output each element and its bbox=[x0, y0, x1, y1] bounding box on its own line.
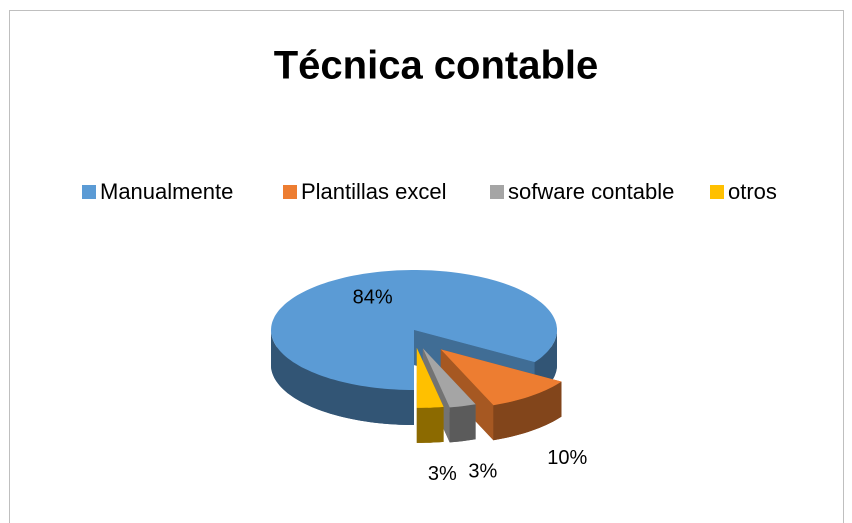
pie-slice bbox=[440, 349, 562, 406]
data-label: 10% bbox=[547, 447, 587, 469]
legend-label: sofware contable bbox=[508, 179, 674, 204]
slice-side bbox=[493, 381, 562, 441]
legend-label: Manualmente bbox=[100, 179, 233, 204]
legend-swatch bbox=[283, 185, 297, 199]
data-label: 3% bbox=[428, 463, 457, 485]
pie-slice bbox=[271, 270, 557, 390]
legend-label: otros bbox=[728, 179, 777, 204]
legend-label: Plantillas excel bbox=[301, 179, 447, 204]
legend-swatch bbox=[490, 185, 504, 199]
data-label: 84% bbox=[353, 287, 393, 309]
slice-cut bbox=[440, 349, 494, 441]
legend-swatch bbox=[82, 185, 96, 199]
pie-slice bbox=[416, 347, 444, 408]
data-label: 3% bbox=[468, 461, 497, 483]
chart-title: Técnica contable bbox=[274, 44, 599, 88]
chart-frame bbox=[9, 10, 844, 523]
slice-side bbox=[449, 404, 476, 443]
pie-slice bbox=[422, 348, 476, 408]
slice-side bbox=[271, 330, 414, 425]
legend-swatch bbox=[710, 185, 724, 199]
slice-side bbox=[416, 406, 444, 443]
